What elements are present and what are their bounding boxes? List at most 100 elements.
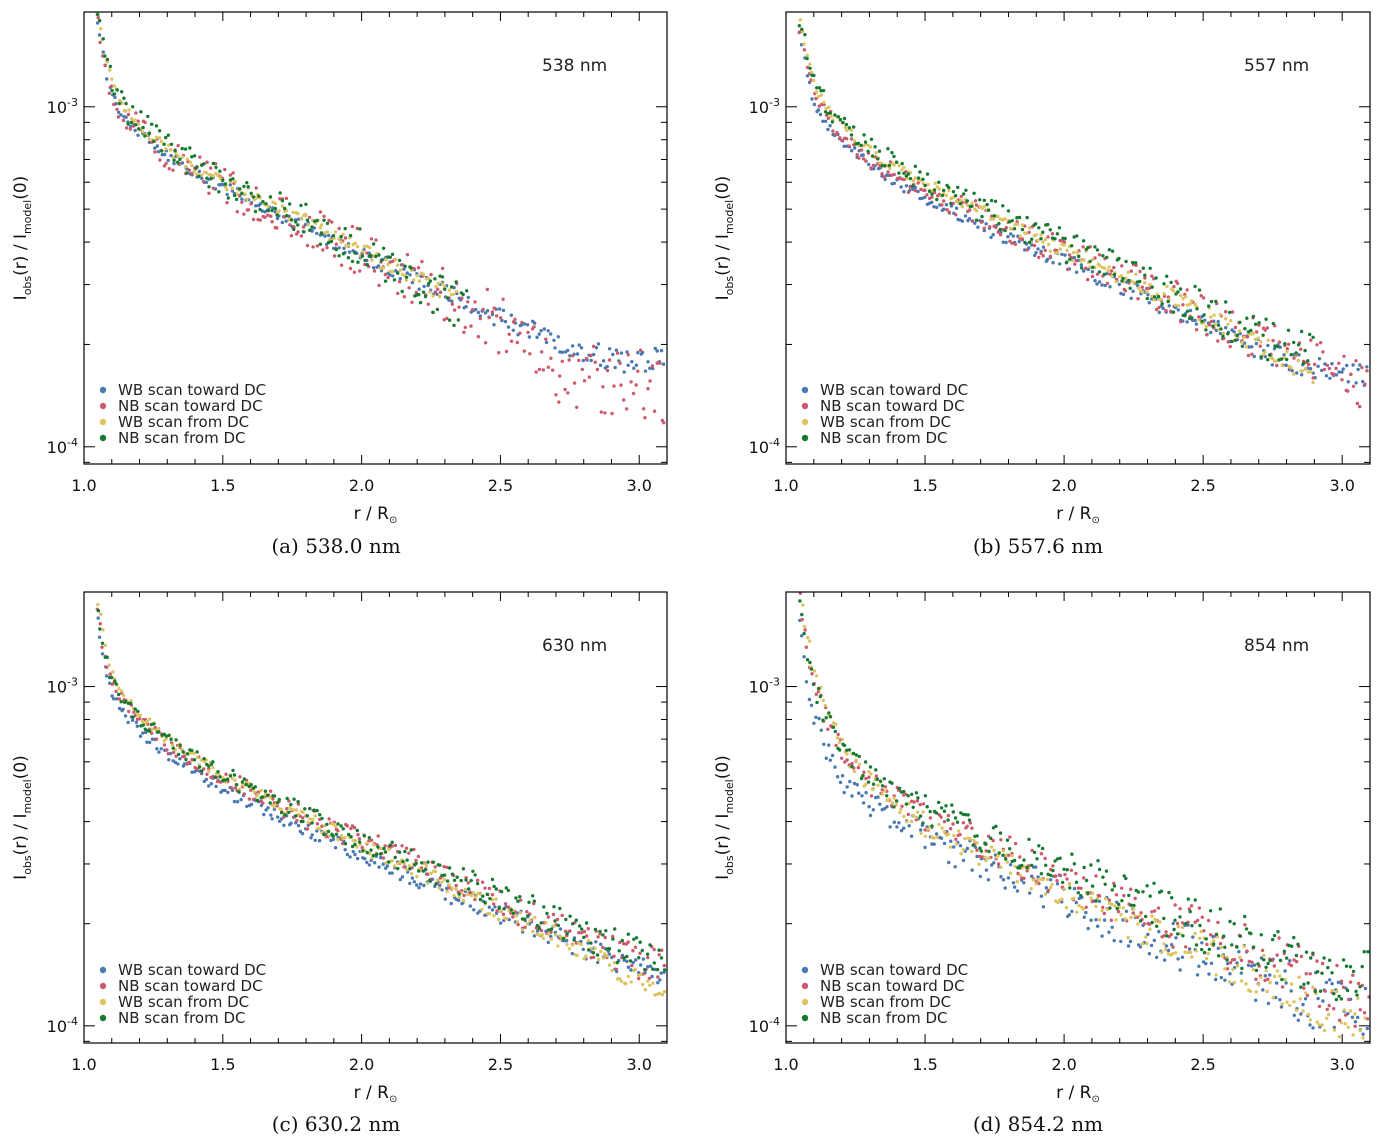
data-point — [1176, 304, 1181, 308]
data-point — [436, 281, 440, 286]
data-point — [509, 313, 513, 317]
data-point — [809, 703, 814, 707]
x-tick-label: 3.0 — [627, 476, 652, 495]
data-point — [939, 836, 944, 840]
data-point — [908, 185, 912, 189]
data-point — [1353, 1024, 1357, 1029]
data-point — [970, 849, 974, 854]
data-point — [319, 231, 324, 235]
data-point — [900, 168, 904, 172]
data-point — [1232, 957, 1237, 962]
data-point — [607, 963, 612, 967]
data-point — [1228, 972, 1232, 976]
data-point — [802, 655, 806, 659]
data-point — [1131, 907, 1136, 911]
data-point — [481, 894, 485, 898]
data-point — [1294, 953, 1299, 958]
data-point — [393, 258, 398, 262]
data-point — [897, 164, 901, 168]
data-point — [1072, 886, 1077, 891]
data-point — [1023, 240, 1027, 245]
plot-frame — [83, 591, 668, 1044]
data-point — [1201, 296, 1206, 300]
data-point — [1013, 222, 1017, 227]
data-point — [1330, 362, 1334, 366]
data-point — [942, 809, 947, 813]
data-point — [568, 914, 572, 918]
data-point — [347, 832, 351, 837]
data-point — [942, 841, 947, 846]
legend-label: NB scan from DC — [820, 1009, 948, 1027]
data-point — [110, 77, 114, 81]
wavelength-annotation: 538 nm — [542, 56, 607, 76]
data-point — [117, 101, 122, 106]
data-point — [1288, 1003, 1292, 1008]
data-point — [1097, 899, 1102, 903]
data-point — [634, 936, 639, 940]
data-point — [798, 599, 802, 603]
data-point — [915, 799, 920, 803]
data-point — [532, 321, 537, 325]
data-point — [857, 156, 861, 160]
data-point — [1230, 310, 1235, 314]
data-point — [805, 74, 810, 78]
data-point — [923, 195, 927, 199]
data-point — [171, 743, 175, 747]
data-point — [216, 173, 220, 177]
data-point — [1170, 943, 1174, 947]
data-point — [1240, 340, 1244, 345]
data-point — [1259, 975, 1263, 980]
data-point — [1171, 310, 1176, 314]
data-point — [1112, 884, 1117, 888]
data-point — [1065, 877, 1069, 881]
data-point — [1086, 926, 1090, 931]
data-point — [844, 122, 849, 127]
data-point — [187, 760, 192, 765]
data-point — [1150, 294, 1154, 298]
data-point — [589, 353, 593, 358]
data-point — [1251, 968, 1256, 972]
data-point — [481, 307, 485, 312]
data-point — [837, 740, 842, 745]
data-point — [321, 248, 325, 252]
data-point — [388, 260, 392, 264]
data-point — [948, 845, 953, 849]
data-point — [1262, 958, 1266, 962]
data-point — [558, 906, 562, 911]
data-point — [853, 146, 857, 150]
data-point — [599, 942, 603, 946]
data-point — [1051, 261, 1055, 265]
data-point — [1257, 321, 1261, 325]
data-point — [104, 674, 109, 678]
data-point — [197, 765, 202, 769]
data-point — [397, 258, 402, 263]
data-point — [1058, 247, 1063, 251]
data-point — [886, 170, 890, 174]
data-point — [98, 622, 102, 626]
data-point — [1286, 328, 1291, 332]
data-point — [483, 311, 488, 315]
data-point — [487, 905, 491, 909]
panel-caption: (c) 630.2 nm — [272, 1112, 401, 1136]
data-point — [1029, 887, 1033, 891]
data-point — [506, 905, 511, 909]
data-point — [1124, 259, 1128, 264]
data-point — [869, 166, 873, 170]
data-point — [1113, 904, 1117, 908]
y-axis-label: Iobs(r) / Imodel(0) — [713, 755, 736, 880]
data-point — [1200, 947, 1204, 952]
data-point — [1289, 982, 1294, 986]
data-point — [1292, 958, 1296, 962]
data-point — [598, 363, 603, 367]
data-point — [1356, 367, 1360, 372]
data-point — [1360, 365, 1364, 370]
data-point — [464, 305, 468, 309]
data-point — [556, 923, 561, 928]
data-point — [223, 167, 227, 172]
data-point — [381, 862, 385, 866]
data-point — [913, 164, 917, 168]
data-point — [1193, 931, 1197, 936]
data-point — [1278, 998, 1282, 1002]
data-point — [306, 223, 310, 227]
data-point — [1351, 973, 1355, 977]
